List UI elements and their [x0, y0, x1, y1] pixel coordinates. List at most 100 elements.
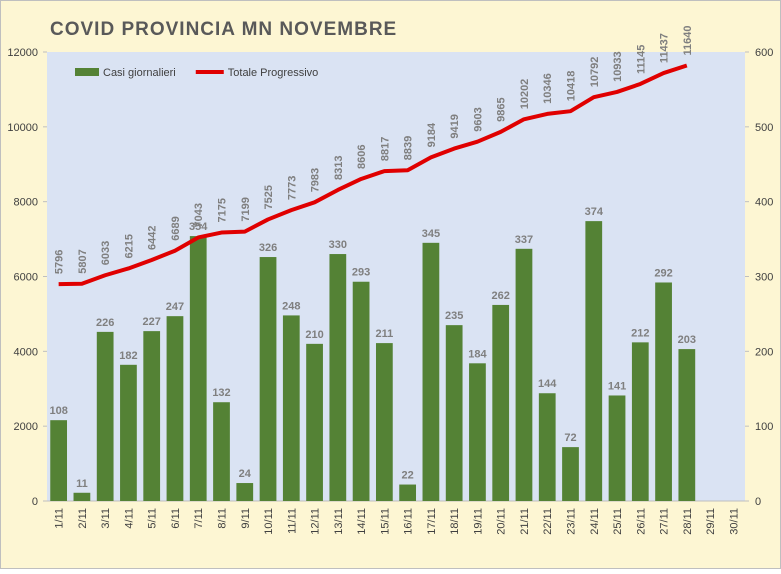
bar-label: 247	[166, 301, 184, 313]
line-label: 7773	[286, 176, 298, 200]
y-tick-label: 8000	[14, 197, 38, 209]
bar-label: 227	[143, 316, 161, 328]
bar	[562, 447, 579, 501]
bar	[306, 343, 323, 501]
bar	[585, 221, 603, 501]
bar	[166, 316, 184, 501]
x-tick-label: 23/11	[566, 508, 578, 535]
y2-tick-label: 600	[755, 47, 773, 59]
bar	[73, 492, 91, 501]
bar	[375, 343, 393, 501]
bar-label: 354	[189, 221, 208, 233]
bar	[352, 281, 370, 501]
y-tick-label: 4000	[14, 346, 38, 358]
x-tick-label: 29/11	[705, 508, 717, 535]
bar-label: 330	[329, 239, 347, 251]
legend-label: Totale Progressivo	[228, 67, 319, 79]
bar	[608, 395, 626, 501]
x-tick-label: 6/11	[170, 508, 182, 529]
line-label: 9865	[496, 97, 508, 121]
bar	[213, 402, 230, 501]
x-tick-label: 21/11	[519, 508, 531, 535]
bar	[678, 349, 696, 501]
line-label: 7983	[310, 168, 322, 192]
bar-label: 144	[538, 378, 557, 390]
x-tick-label: 18/11	[449, 508, 461, 535]
x-tick-label: 17/11	[426, 508, 438, 535]
bar	[492, 304, 510, 501]
bar	[538, 393, 556, 501]
bar-label: 132	[212, 387, 230, 399]
x-tick-label: 26/11	[635, 508, 647, 535]
line-label: 10202	[519, 79, 531, 110]
bar-label: 22	[402, 470, 414, 482]
x-tick-label: 28/11	[682, 508, 694, 535]
bar	[631, 342, 649, 501]
bar-label: 211	[375, 328, 393, 340]
line-label: 11640	[682, 25, 694, 55]
y2-tick-label: 200	[755, 346, 773, 358]
x-tick-label: 11/11	[286, 508, 298, 534]
x-tick-label: 12/11	[310, 508, 322, 535]
line-label: 5807	[77, 249, 89, 273]
bar-label: 24	[239, 468, 252, 480]
x-tick-label: 4/11	[123, 508, 135, 529]
x-tick-label: 19/11	[472, 508, 484, 535]
y-tick-label: 10000	[7, 122, 38, 134]
line-label: 10346	[542, 73, 554, 104]
bar	[422, 242, 440, 501]
line-label: 5796	[54, 250, 66, 274]
x-tick-label: 8/11	[217, 508, 229, 529]
x-tick-label: 25/11	[612, 508, 624, 535]
bar-label: 212	[631, 327, 649, 339]
legend-swatch	[75, 68, 99, 76]
x-tick-label: 15/11	[379, 508, 391, 535]
bar	[329, 254, 347, 501]
bar-label: 326	[259, 242, 277, 254]
bar-label: 141	[608, 380, 626, 392]
line-label: 9419	[449, 114, 461, 138]
x-tick-label: 9/11	[240, 508, 252, 529]
x-tick-label: 27/11	[659, 508, 671, 535]
x-tick-label: 7/11	[193, 508, 205, 529]
y-tick-label: 2000	[14, 421, 38, 433]
bar	[96, 331, 114, 501]
y-tick-label: 6000	[14, 272, 38, 284]
bar	[236, 483, 254, 501]
line-label: 8313	[333, 155, 345, 179]
line-label: 6215	[123, 234, 135, 258]
bar-label: 182	[119, 350, 137, 362]
line-label: 8606	[356, 145, 368, 169]
bar-label: 337	[515, 234, 533, 246]
bar	[399, 484, 417, 501]
bar	[189, 236, 207, 501]
line-label: 6689	[170, 216, 182, 240]
bar-label: 203	[678, 334, 696, 346]
x-tick-label: 5/11	[147, 508, 159, 529]
x-tick-label: 22/11	[542, 508, 554, 535]
bar-label: 293	[352, 267, 370, 279]
line-label: 11437	[659, 33, 671, 63]
x-tick-label: 2/11	[77, 508, 89, 529]
x-tick-label: 10/11	[263, 508, 275, 535]
y2-tick-label: 400	[755, 197, 773, 209]
bar-label: 108	[49, 405, 67, 417]
line-label: 11145	[635, 45, 647, 74]
y-tick-label: 12000	[7, 47, 38, 59]
bar	[469, 363, 486, 501]
x-tick-label: 13/11	[333, 508, 345, 535]
x-tick-label: 3/11	[100, 508, 112, 529]
x-tick-label: 24/11	[589, 508, 601, 535]
bar	[143, 331, 161, 501]
bar-label: 262	[492, 290, 510, 302]
bar-label: 210	[305, 329, 323, 341]
line-label: 8839	[403, 136, 415, 160]
x-tick-label: 16/11	[403, 508, 415, 535]
x-tick-label: 14/11	[356, 508, 368, 535]
line-label: 7199	[240, 197, 252, 221]
plot-area	[47, 52, 745, 501]
bar-label: 292	[654, 267, 672, 279]
bar-label: 235	[445, 310, 463, 322]
